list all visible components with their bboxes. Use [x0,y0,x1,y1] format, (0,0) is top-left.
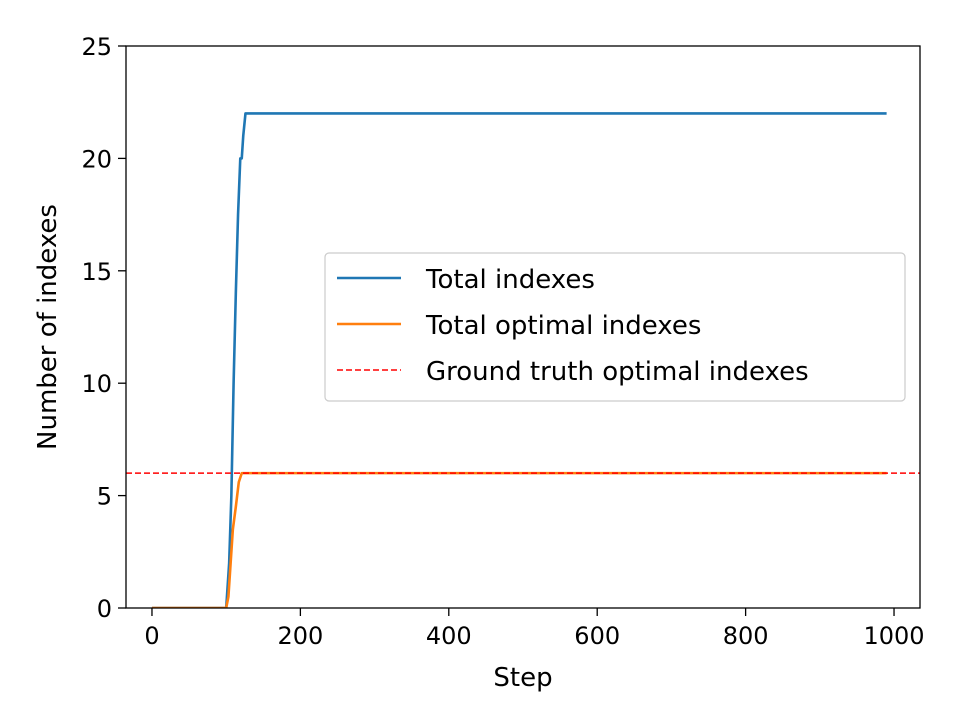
x-tick-label: 200 [277,622,323,650]
x-tick-label: 800 [723,622,769,650]
plot-frame [125,45,921,609]
y-tick-label: 20 [81,145,112,173]
y-tick-label: 0 [97,595,112,623]
legend-label: Ground truth optimal indexes [426,357,809,387]
legend-label: Total indexes [425,265,595,295]
legend-box [324,252,906,402]
legend-label: Total optimal indexes [425,311,701,341]
series-total-optimal-indexes [151,471,887,608]
y-tick-label: 10 [81,370,112,398]
x-tick-label: 400 [426,622,472,650]
series-total-indexes [151,112,887,608]
series-layer [126,112,920,608]
axes-layer: 0 200 400 600 800 1000 0 5 10 15 20 25 [81,33,924,650]
y-tick-label: 15 [81,258,112,286]
x-tick-label: 600 [574,622,620,650]
y-tick-label: 25 [81,33,112,61]
y-axis-label: Number of indexes [33,204,63,450]
legend-item-ground-truth: Ground truth optimal indexes [337,357,809,387]
legend-item-total-indexes: Total indexes [337,265,595,295]
x-axis-label: Step [493,663,552,693]
y-tick-label: 5 [97,483,112,511]
x-tick-label: 0 [144,622,159,650]
x-tick-label: 1000 [863,622,924,650]
legend: Total indexes Total optimal indexes Ground… [324,252,906,402]
legend-item-total-optimal-indexes: Total optimal indexes [337,311,701,341]
